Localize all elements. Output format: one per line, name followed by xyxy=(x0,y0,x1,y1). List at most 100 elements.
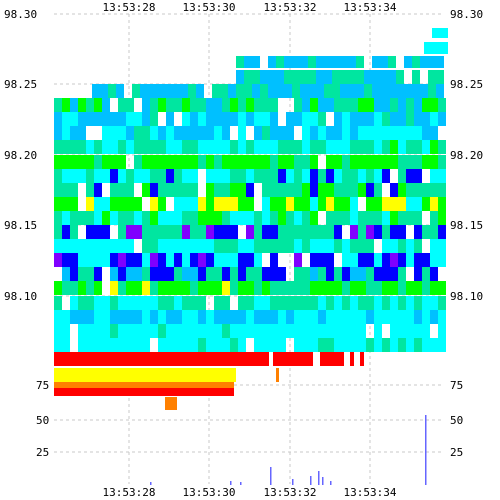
depth-cell xyxy=(236,70,244,84)
depth-cell xyxy=(206,112,214,126)
depth-cell xyxy=(374,155,382,169)
depth-cell xyxy=(134,197,142,211)
depth-cell xyxy=(134,155,142,169)
depth-cell xyxy=(86,239,94,253)
depth-cell xyxy=(254,281,262,295)
depth-cell xyxy=(148,84,156,98)
depth-cell xyxy=(428,56,436,68)
depth-cell xyxy=(254,98,262,112)
depth-cell xyxy=(214,324,222,338)
depth-cell xyxy=(182,169,190,183)
depth-cell xyxy=(390,324,398,338)
depth-cell xyxy=(262,155,270,169)
depth-cell xyxy=(278,338,286,352)
depth-cell xyxy=(86,140,94,154)
depth-cell xyxy=(380,70,388,84)
depth-cell xyxy=(158,197,166,211)
depth-cell xyxy=(422,126,430,140)
depth-cell xyxy=(294,281,302,295)
depth-cell xyxy=(230,98,238,112)
depth-cell xyxy=(262,211,270,225)
depth-cell xyxy=(182,281,190,295)
depth-cell xyxy=(62,253,70,267)
depth-cell xyxy=(422,253,430,267)
top-time-label: 13:53:30 xyxy=(183,1,236,14)
depth-cell xyxy=(222,155,230,169)
depth-cell xyxy=(404,84,412,98)
depth-cell xyxy=(366,98,374,112)
depth-cell xyxy=(414,267,422,281)
depth-cell xyxy=(110,310,118,324)
volume-bar xyxy=(292,479,294,485)
depth-cell xyxy=(342,324,350,338)
depth-cell xyxy=(86,112,94,126)
depth-cell xyxy=(206,197,214,211)
depth-cell xyxy=(316,56,324,68)
depth-cell xyxy=(198,296,206,310)
price-level-band xyxy=(54,225,446,239)
depth-cell xyxy=(110,197,118,211)
depth-cell xyxy=(366,140,374,154)
depth-cell xyxy=(62,112,70,126)
depth-cell xyxy=(436,70,444,84)
depth-cell xyxy=(438,169,446,183)
depth-cell xyxy=(318,296,326,310)
depth-cell xyxy=(398,98,406,112)
depth-cell xyxy=(294,112,302,126)
bottom-time-label: 13:53:30 xyxy=(183,486,236,499)
depth-cell xyxy=(62,126,70,140)
depth-cell xyxy=(414,225,422,239)
depth-cell xyxy=(158,169,166,183)
depth-cell xyxy=(158,239,166,253)
depth-cell xyxy=(270,324,278,338)
depth-cell xyxy=(166,112,174,126)
depth-cell xyxy=(166,183,174,197)
depth-cell xyxy=(438,211,446,225)
depth-cell xyxy=(252,70,260,84)
depth-cell xyxy=(310,183,318,197)
depth-cell xyxy=(198,140,206,154)
depth-cell xyxy=(174,183,182,197)
depth-cell xyxy=(398,281,406,295)
depth-cell xyxy=(230,267,238,281)
depth-cell xyxy=(222,183,230,197)
depth-cell xyxy=(150,281,158,295)
depth-cell xyxy=(190,338,198,352)
depth-cell xyxy=(382,126,390,140)
depth-cell xyxy=(222,239,230,253)
depth-cell xyxy=(270,169,278,183)
depth-cell xyxy=(398,183,406,197)
depth-cell xyxy=(54,98,62,112)
depth-cell xyxy=(294,324,302,338)
depth-cell xyxy=(342,183,350,197)
depth-cell xyxy=(350,126,358,140)
depth-cell xyxy=(302,183,310,197)
depth-cell xyxy=(230,197,238,211)
depth-cell xyxy=(262,183,270,197)
depth-cell xyxy=(238,211,246,225)
depth-cell xyxy=(54,197,62,211)
depth-cell xyxy=(382,338,390,352)
depth-cell xyxy=(260,70,268,84)
price-label-right: 98.15 xyxy=(450,219,483,232)
depth-cell xyxy=(318,310,326,324)
depth-cell xyxy=(350,324,358,338)
depth-cell xyxy=(398,310,406,324)
depth-cell xyxy=(142,140,150,154)
depth-cell xyxy=(382,211,390,225)
depth-cell xyxy=(334,183,342,197)
depth-cell xyxy=(126,183,134,197)
depth-cell xyxy=(62,310,70,324)
depth-cell xyxy=(430,112,438,126)
depth-cell xyxy=(302,296,310,310)
depth-cell xyxy=(78,169,86,183)
depth-cell xyxy=(350,183,358,197)
depth-cell xyxy=(78,296,86,310)
depth-cell xyxy=(388,84,396,98)
depth-cell xyxy=(126,211,134,225)
depth-cell xyxy=(206,267,214,281)
depth-cell xyxy=(78,239,86,253)
depth-cell xyxy=(430,140,438,154)
depth-cell xyxy=(166,253,174,267)
depth-cell xyxy=(326,225,334,239)
